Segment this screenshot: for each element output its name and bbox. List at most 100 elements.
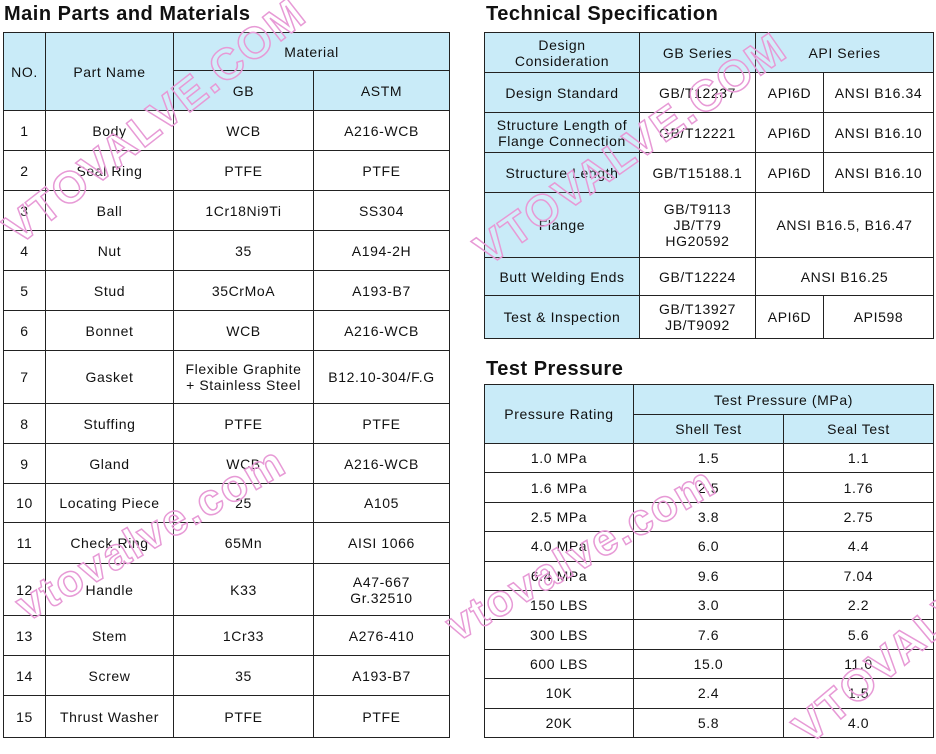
table-row: Butt Welding Ends GB/T12224 ANSI B16.25 — [484, 257, 935, 296]
cell: 6 — [3, 310, 46, 351]
cell: 1Cr33 — [173, 615, 314, 656]
cell: 10K — [484, 678, 634, 709]
cell: API6D — [755, 295, 824, 339]
cell: Ball — [45, 190, 174, 231]
table-row: 13 Stem 1Cr33 A276-410 — [3, 615, 450, 656]
cell: 2.2 — [783, 589, 934, 621]
table-row: 5 Stud 35CrMoA A193-B7 — [3, 270, 450, 311]
table-row: 8 Stuffing PTFE PTFE — [3, 403, 450, 444]
cell: 15 — [3, 695, 46, 738]
cell: Body — [45, 110, 174, 151]
table-row: GB ASTM — [4, 70, 450, 111]
table-row: 10K 2.4 1.5 — [484, 678, 934, 709]
header-cell: Material — [173, 32, 450, 71]
cell: Nut — [45, 230, 174, 271]
cell: PTFE — [173, 150, 314, 191]
cell: 11.0 — [783, 648, 934, 680]
cell: AISI 1066 — [313, 522, 450, 564]
cell: 1.0 MPa — [484, 442, 634, 474]
table-row: 300 LBS 7.6 5.6 — [484, 619, 934, 650]
cell: 3.8 — [633, 501, 784, 533]
parts-title: Main Parts and Materials — [4, 3, 251, 25]
table-row: 3 Ball 1Cr18Ni9Ti SS304 — [3, 190, 450, 231]
cell: GB/T12221 — [639, 112, 756, 153]
table-row: 150 LBS 3.0 2.2 — [484, 589, 934, 621]
header-cell: API Series — [754, 32, 935, 73]
cell: PTFE — [313, 403, 450, 444]
cell: 1 — [3, 110, 46, 151]
cell: Stuffing — [45, 403, 174, 444]
row-header-cell: Design Standard — [484, 72, 640, 113]
table-row: Structure Length GB/T15188.1 API6D ANSI B16… — [484, 152, 935, 193]
cell: 3 — [3, 190, 46, 231]
cell: 2.4 — [633, 678, 784, 709]
cell: PTFE — [313, 695, 450, 738]
cell: API6D — [755, 112, 824, 153]
table-row: 9 Gland WCB A216-WCB — [3, 443, 450, 484]
row-header-cell: Flange — [484, 192, 640, 258]
cell: Seal Ring — [45, 150, 174, 191]
cell: 2.75 — [783, 501, 934, 533]
table-row: 6.4 MPa 9.6 7.04 — [484, 560, 934, 591]
pressure-table: Pressure Rating Test Pressure (MPa) Shell … — [484, 384, 934, 738]
row-header-cell: Butt Welding Ends — [484, 257, 640, 296]
row-header-cell: Structure Length of Flange Connection — [484, 112, 640, 153]
table-row: Test & Inspection GB/T13927 JB/T9092 API6D… — [484, 295, 935, 339]
cell: API6D — [755, 72, 824, 113]
cell: 4.0 — [783, 707, 934, 738]
cell: ANSI B16.5, B16.47 — [754, 192, 935, 258]
cell: 20K — [484, 707, 634, 738]
header-cell: Shell Test — [633, 414, 784, 444]
table-row: 1.0 MPa 1.5 1.1 — [484, 442, 934, 474]
cell: GB/T13927 JB/T9092 — [639, 295, 756, 339]
pressure-title: Test Pressure — [486, 358, 624, 380]
cell: GB/T12237 — [639, 72, 756, 113]
cell: 300 LBS — [484, 619, 634, 650]
parts-table: NO. Part Name Material GB ASTM 1 Body WCB A216-W… — [3, 32, 450, 738]
header-cell: Pressure Rating — [484, 384, 634, 444]
cell: GB/T15188.1 — [639, 152, 756, 193]
cell: A216-WCB — [313, 310, 450, 351]
cell: ANSI B16.34 — [822, 72, 935, 113]
table-row: Shell Test Seal Test — [485, 414, 934, 444]
cell: 7.04 — [783, 560, 934, 591]
table-row: 1 Body WCB A216-WCB — [3, 110, 450, 151]
cell: 4.4 — [783, 531, 934, 562]
table-row: 20K 5.8 4.0 — [484, 707, 934, 738]
cell: Stud — [45, 270, 174, 311]
cell: 4 — [3, 230, 46, 271]
cell: 35CrMoA — [173, 270, 314, 311]
table-row: Structure Length of Flange Connection GB/… — [484, 112, 935, 153]
cell: PTFE — [173, 695, 314, 738]
cell: ANSI B16.10 — [822, 112, 935, 153]
table-row: 12 Handle K33 A47-667 Gr.32510 — [3, 563, 450, 616]
cell: WCB — [173, 110, 314, 151]
table-row: 6 Bonnet WCB A216-WCB — [3, 310, 450, 351]
table-row: Flange GB/T9113 JB/T79 HG20592 ANSI B16.5,… — [484, 192, 935, 258]
cell: 11 — [3, 522, 46, 564]
header-cell: Part Name — [45, 32, 174, 111]
cell: API6D — [755, 152, 824, 193]
cell: 2 — [3, 150, 46, 191]
cell: 8 — [3, 403, 46, 444]
cell: 6.4 MPa — [484, 560, 634, 591]
cell: Thrust Washer — [45, 695, 174, 738]
cell: 1Cr18Ni9Ti — [173, 190, 314, 231]
cell: PTFE — [313, 150, 450, 191]
table-row: 4 Nut 35 A194-2H — [3, 230, 450, 271]
table-row: 600 LBS 15.0 11.0 — [484, 648, 934, 680]
cell: A216-WCB — [313, 110, 450, 151]
cell: 6.0 — [633, 531, 784, 562]
row-header-cell: Structure Length — [484, 152, 640, 193]
cell: Stem — [45, 615, 174, 656]
cell: 9.6 — [633, 560, 784, 591]
cell: B12.10-304/F.G — [313, 350, 450, 404]
cell: GB/T9113 JB/T79 HG20592 — [639, 192, 756, 258]
cell: 13 — [3, 615, 46, 656]
cell: A193-B7 — [313, 655, 450, 696]
cell: A105 — [313, 483, 450, 523]
table-row: 10 Locating Piece 25 A105 — [3, 483, 450, 523]
cell: WCB — [173, 310, 314, 351]
cell: A276-410 — [313, 615, 450, 656]
